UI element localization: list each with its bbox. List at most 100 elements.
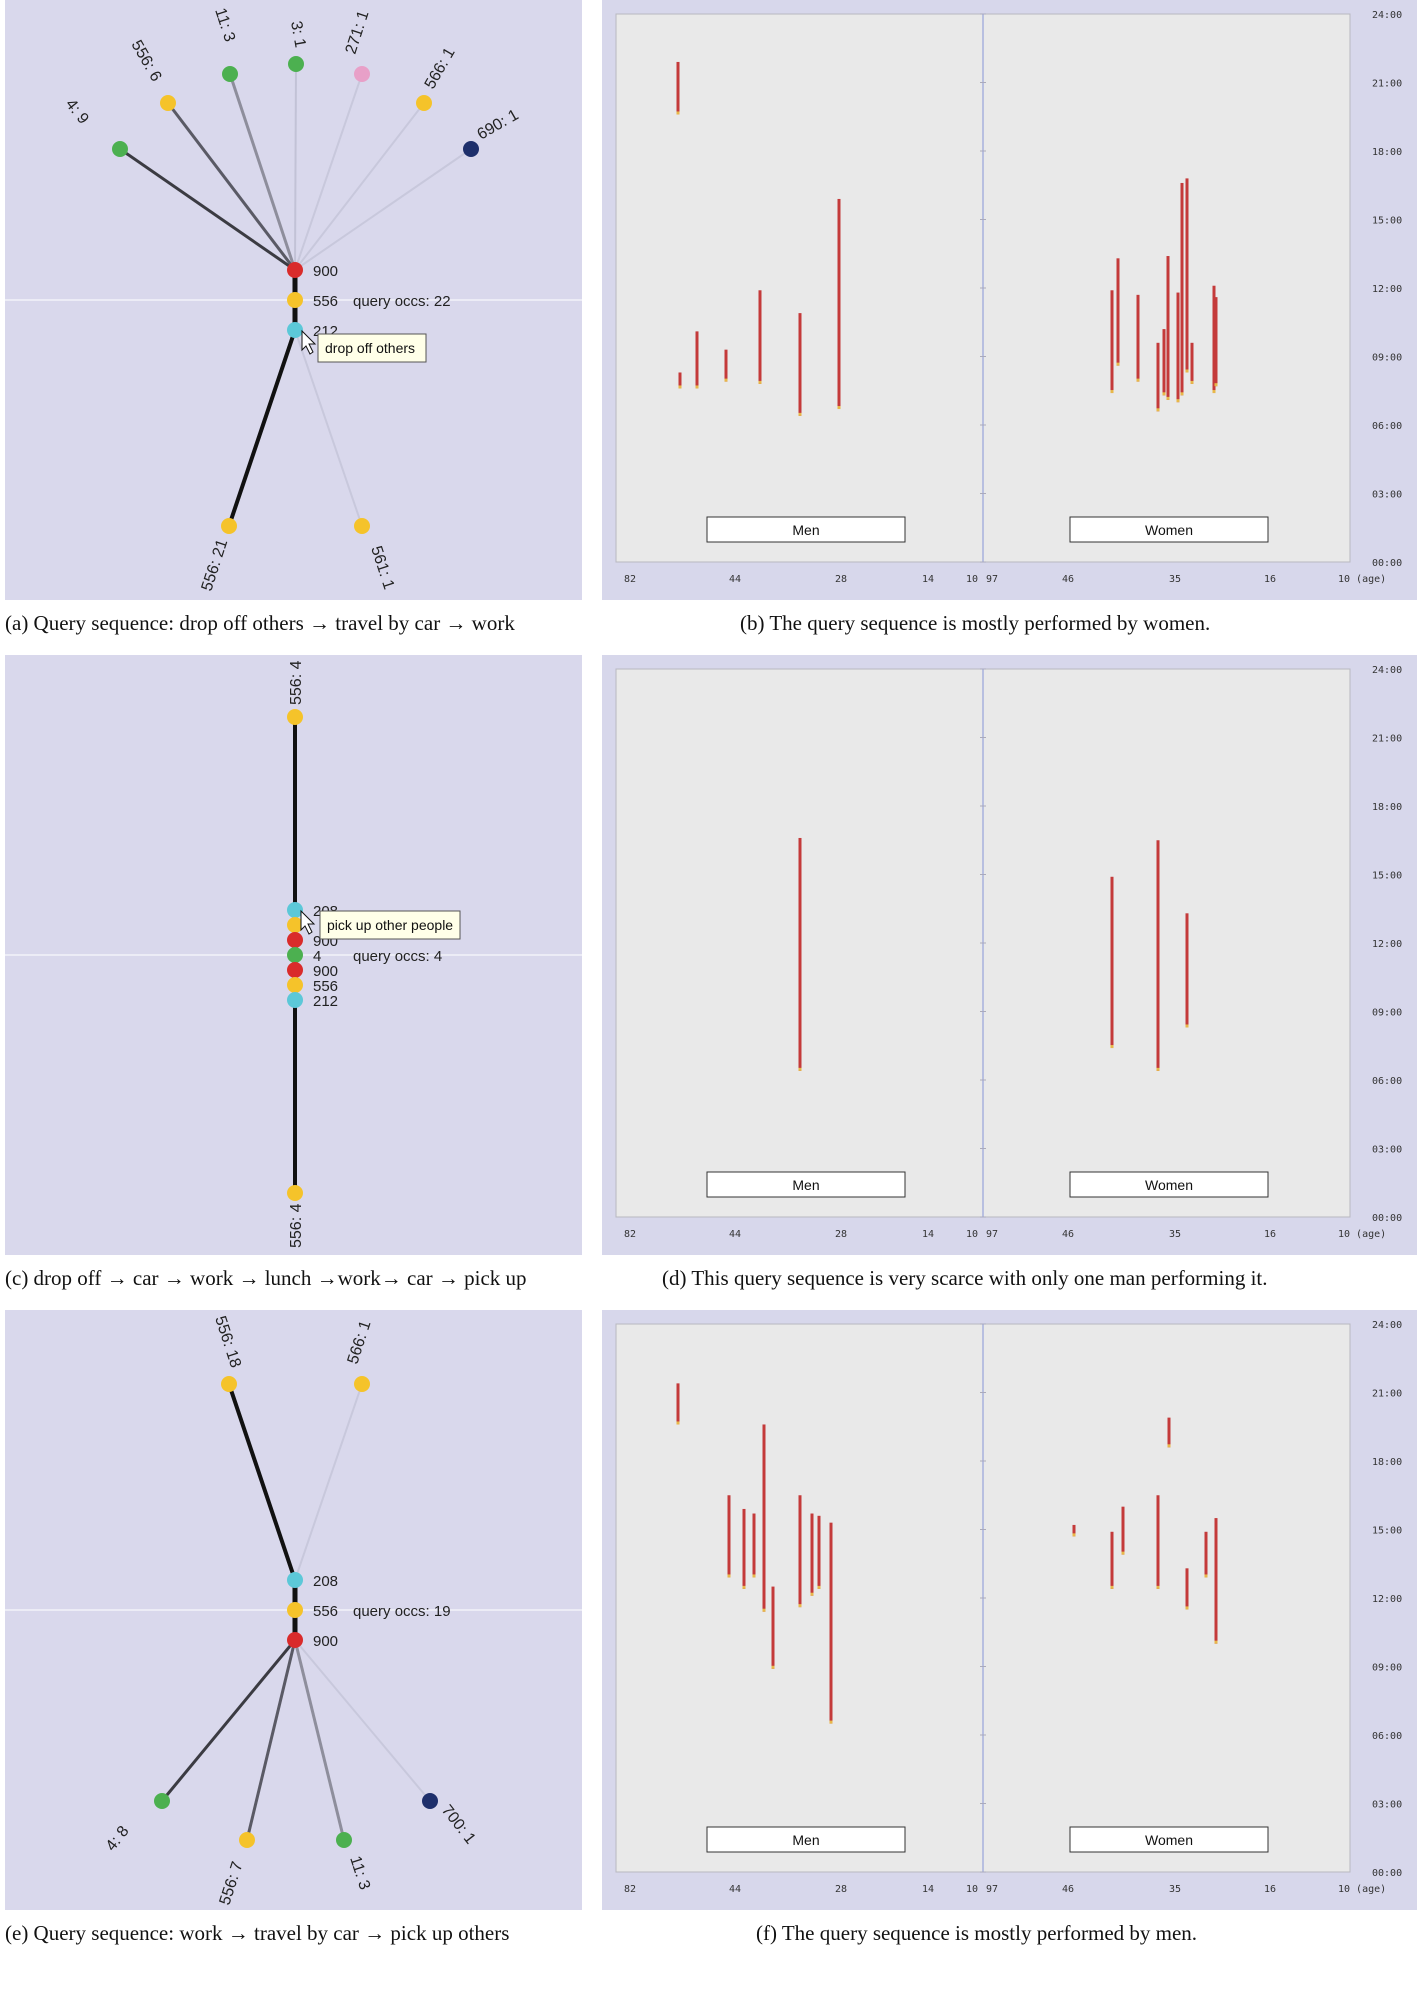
men-label: Men bbox=[792, 1832, 819, 1848]
caption-c: (c) drop off → car → work → lunch →work→… bbox=[5, 1266, 527, 1290]
women-label-box bbox=[1069, 1171, 1269, 1198]
node-11[interactable] bbox=[222, 66, 238, 82]
x-tick-label: 10 bbox=[966, 1229, 978, 1240]
activity-bar-cap bbox=[1072, 1533, 1076, 1537]
x-tick-label: 28 bbox=[835, 1884, 847, 1895]
activity-bar-cap bbox=[1136, 378, 1140, 382]
activity-bar-cap bbox=[1185, 1606, 1189, 1610]
stack-node-212[interactable] bbox=[287, 992, 303, 1008]
activity-bar bbox=[1214, 1518, 1218, 1644]
stack-node-900b[interactable] bbox=[287, 962, 303, 978]
activity-bar bbox=[1110, 290, 1114, 394]
activity-bar bbox=[678, 372, 682, 389]
activity-bar bbox=[798, 837, 802, 1071]
branch-line bbox=[294, 63, 297, 271]
branch-line bbox=[293, 1639, 346, 1841]
activity-bar-cap bbox=[829, 1720, 833, 1724]
caption-e: (e) Query sequence: work → travel by car… bbox=[5, 1921, 510, 1945]
node-566[interactable] bbox=[354, 1376, 370, 1392]
panel-f-chart: 24:00 21:00 18:00 15:00 12:00 09:00 06:00 03:00… bbox=[602, 1310, 1417, 1910]
branch-label: 11: 3 bbox=[211, 6, 238, 44]
node-556-bottom[interactable] bbox=[287, 1185, 303, 1201]
y-tick-label: 18:00 bbox=[1372, 802, 1402, 813]
panel-c-tree[interactable]: 556: 4 556: 4 208 900 4 900 556 212 quer… bbox=[5, 655, 582, 1255]
activity-bar-cap bbox=[1185, 1024, 1189, 1028]
node-700[interactable] bbox=[422, 1793, 438, 1809]
activity-bar-cap bbox=[1156, 1585, 1160, 1589]
stack-node-556b[interactable] bbox=[287, 977, 303, 993]
men-label: Men bbox=[792, 522, 819, 538]
activity-bar bbox=[676, 1383, 680, 1425]
branch-label: 556: 4 bbox=[288, 660, 305, 705]
node-4[interactable] bbox=[154, 1793, 170, 1809]
activity-bar-cap bbox=[758, 380, 762, 384]
node-556-lower[interactable] bbox=[221, 518, 237, 534]
node-690[interactable] bbox=[463, 141, 479, 157]
node-556-lower[interactable] bbox=[239, 1832, 255, 1848]
activity-bar bbox=[762, 1424, 766, 1612]
caption-d: (d) This query sequence is very scarce w… bbox=[662, 1266, 1268, 1290]
y-tick-label: 00:00 bbox=[1372, 1868, 1402, 1879]
x-tick-label: 16 bbox=[1264, 1229, 1276, 1240]
women-label: Women bbox=[1145, 522, 1193, 538]
stack-node-556[interactable] bbox=[287, 1602, 303, 1618]
stack-node-556[interactable] bbox=[287, 292, 303, 308]
panel-e-tree[interactable]: 556: 18 566: 1 4: 8 556: 7 11: 3 700: 1 … bbox=[5, 1310, 582, 1910]
activity-bar bbox=[1162, 329, 1166, 396]
branch-label: 690: 1 bbox=[475, 106, 522, 143]
activity-bar bbox=[1185, 1568, 1189, 1610]
x-tick-label: 35 bbox=[1169, 574, 1181, 585]
activity-bar-cap bbox=[798, 1604, 802, 1608]
stack-node-900[interactable] bbox=[287, 262, 303, 278]
y-tick-label: 18:00 bbox=[1372, 1457, 1402, 1468]
node-556[interactable] bbox=[221, 1376, 237, 1392]
y-tick-label: 18:00 bbox=[1372, 147, 1402, 158]
node-3[interactable] bbox=[288, 56, 304, 72]
stack-node-212[interactable] bbox=[287, 322, 303, 338]
node-556[interactable] bbox=[160, 95, 176, 111]
branch-line bbox=[227, 329, 297, 527]
activity-bar-cap bbox=[742, 1585, 746, 1589]
activity-bar-cap bbox=[1190, 380, 1194, 384]
activity-bar-cap bbox=[678, 385, 682, 389]
activity-bar-cap bbox=[1116, 362, 1120, 366]
stack-node-208[interactable] bbox=[287, 902, 303, 918]
branch-label: 561: 1 bbox=[367, 544, 397, 592]
branch-label: 566: 1 bbox=[422, 45, 459, 92]
activity-bar-cap bbox=[1162, 392, 1166, 396]
activity-bar bbox=[1156, 1495, 1160, 1589]
branch-line bbox=[294, 102, 425, 271]
x-tick-label: 97 bbox=[986, 574, 998, 585]
stack-node-4[interactable] bbox=[287, 947, 303, 963]
x-tick-label: 10 (age) bbox=[1338, 1229, 1386, 1240]
x-tick-label: 97 bbox=[986, 1229, 998, 1240]
activity-bar-cap bbox=[676, 111, 680, 115]
stack-node-900a[interactable] bbox=[287, 932, 303, 948]
stack-node-900[interactable] bbox=[287, 1632, 303, 1648]
activity-bar-cap bbox=[1180, 392, 1184, 396]
activity-bar-cap bbox=[1214, 383, 1218, 387]
panel-a-svg: 4: 9 556: 6 11: 3 3: 1 271: 1 566: 1 690… bbox=[5, 6, 582, 593]
tooltip-box bbox=[317, 333, 427, 363]
node-271[interactable] bbox=[354, 66, 370, 82]
activity-bar bbox=[1136, 294, 1140, 382]
node-566[interactable] bbox=[416, 95, 432, 111]
stack-node-208[interactable] bbox=[287, 1572, 303, 1588]
tooltip-box bbox=[319, 910, 461, 940]
branch-label: 556: 6 bbox=[128, 38, 165, 85]
stack-node-556a[interactable] bbox=[287, 917, 303, 933]
men-label-box bbox=[706, 1171, 906, 1198]
node-561[interactable] bbox=[354, 518, 370, 534]
node-11[interactable] bbox=[336, 1832, 352, 1848]
y-tick-label: 03:00 bbox=[1372, 1800, 1402, 1811]
activity-bar-cap bbox=[1167, 1444, 1171, 1448]
activity-bar-cap bbox=[1110, 390, 1114, 394]
activity-bar-cap bbox=[798, 1067, 802, 1071]
activity-bar-cap bbox=[727, 1574, 731, 1578]
branch-label: 556: 4 bbox=[288, 1203, 305, 1248]
panel-a-tree[interactable]: 4: 9 556: 6 11: 3 3: 1 271: 1 566: 1 690… bbox=[5, 0, 582, 600]
timeline-chart-svg: 24:00 21:00 18:00 15:00 12:00 09:00 06:00 03:00… bbox=[615, 1320, 1402, 1895]
node-4[interactable] bbox=[112, 141, 128, 157]
node-556-top[interactable] bbox=[287, 709, 303, 725]
query-occs-label: query occs: 19 bbox=[353, 1603, 451, 1620]
